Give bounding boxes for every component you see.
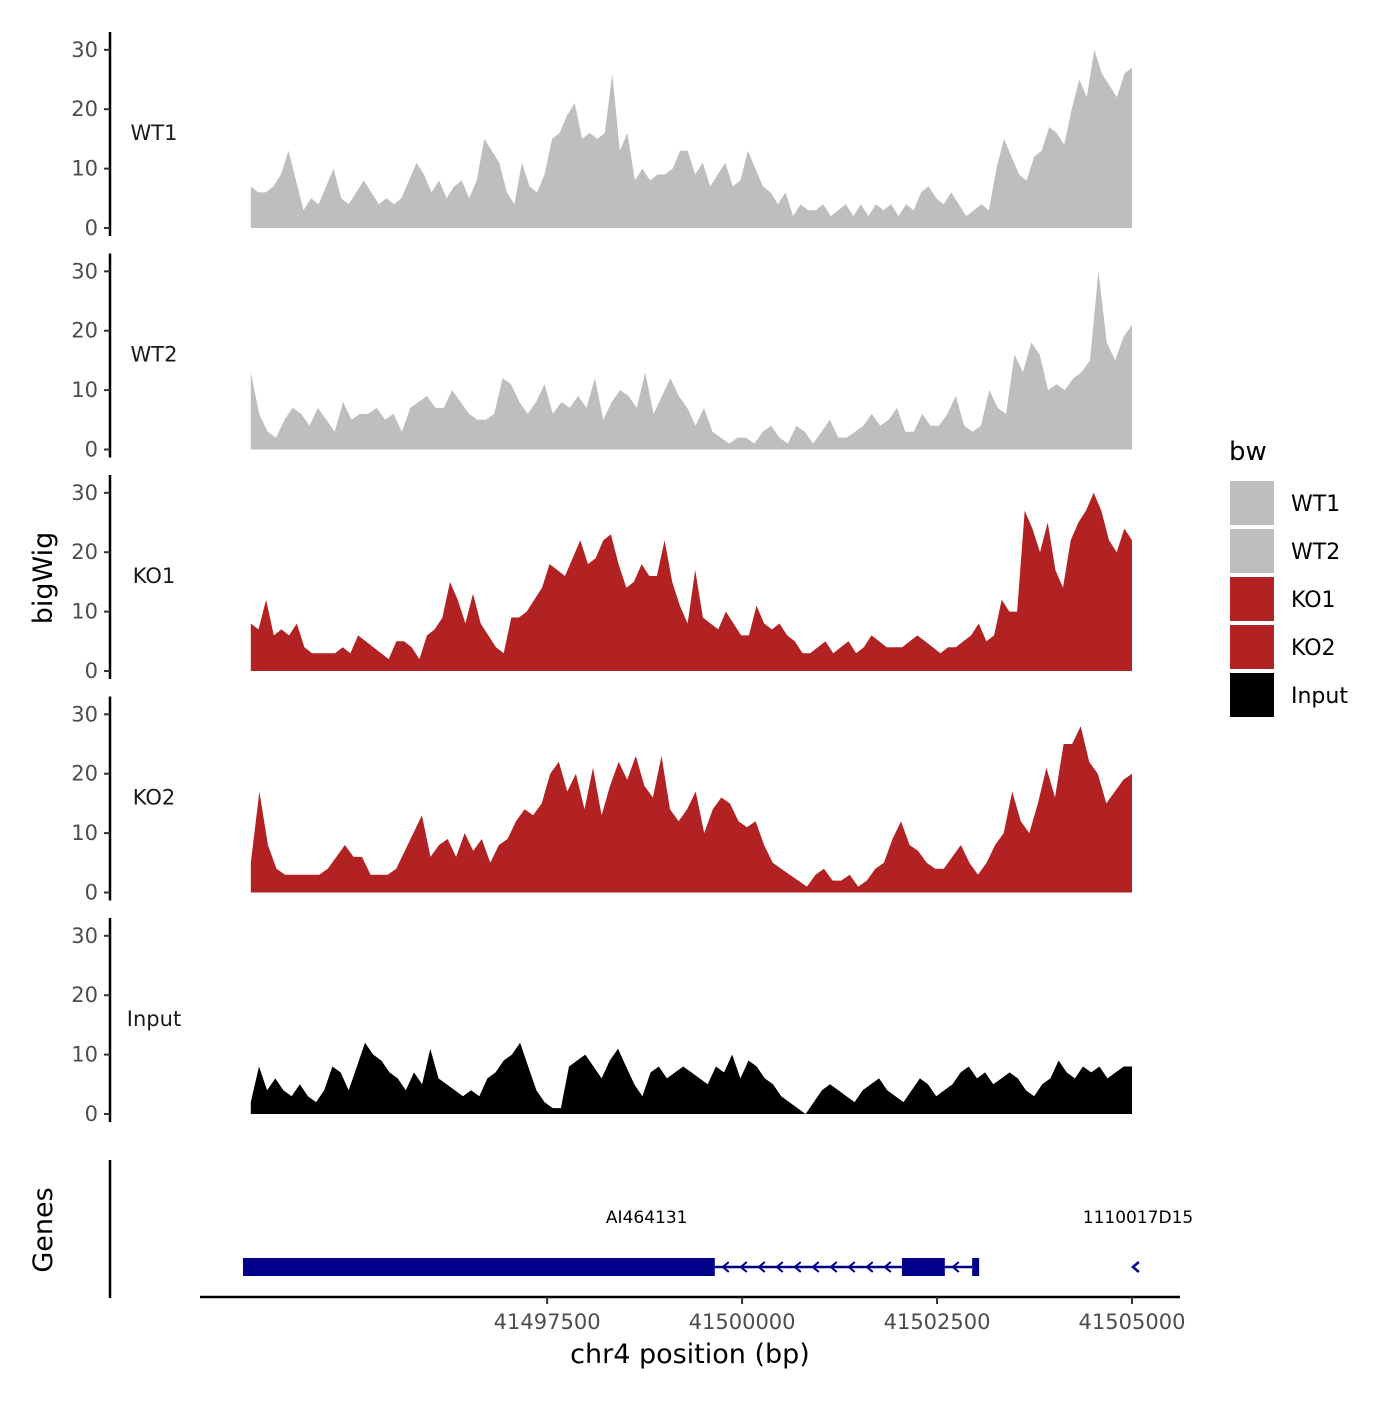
legend-label-wt1: WT1: [1291, 492, 1340, 517]
y-axis-title: bigWig: [28, 532, 59, 625]
y-tick-label: 0: [85, 216, 98, 240]
y-tick-label: 10: [71, 157, 98, 181]
y-tick-label: 20: [71, 319, 98, 343]
legend-label-ko1: KO1: [1291, 588, 1336, 613]
legend-label-ko2: KO2: [1291, 636, 1336, 661]
track-area-ko2: [250, 726, 1133, 893]
track-area-wt2: [250, 271, 1133, 450]
panel-label-input: Input: [127, 1007, 181, 1031]
panel-label-ko1: KO1: [133, 564, 176, 588]
y-tick-label: 10: [71, 821, 98, 845]
y-tick-label: 20: [71, 983, 98, 1007]
panel-label-wt2: WT2: [131, 342, 178, 366]
gene-strand-arrow: [951, 1261, 960, 1273]
gene-strand-arrow: [1130, 1261, 1140, 1273]
gene-exon: [243, 1258, 715, 1276]
legend-swatch-wt1: [1230, 481, 1274, 525]
y-tick-label: 0: [85, 881, 98, 905]
gene-label: 1110017D15: [1083, 1208, 1193, 1228]
gene-strand-arrow: [721, 1261, 730, 1273]
y-tick-label: 20: [71, 762, 98, 786]
y-tick-label: 30: [71, 481, 98, 505]
x-tick-label: 41505000: [1079, 1310, 1186, 1334]
x-tick-label: 41502500: [884, 1310, 991, 1334]
gene-strand-arrow: [739, 1261, 748, 1273]
gene-strand-arrow: [811, 1261, 820, 1273]
y-tick-label: 30: [71, 702, 98, 726]
y-tick-label: 20: [71, 97, 98, 121]
x-tick-label: 41497500: [494, 1310, 601, 1334]
gene-label: AI464131: [606, 1208, 688, 1228]
gene-strand-arrow: [775, 1261, 784, 1273]
legend-swatch-input: [1230, 673, 1274, 717]
track-area-input: [250, 1042, 1133, 1114]
y-tick-label: 0: [85, 1102, 98, 1126]
legend: bw WT1 WT2 KO1 KO2 Input: [1229, 437, 1348, 717]
gene-strand-arrow: [883, 1261, 892, 1273]
genes-track-title: Genes: [28, 1187, 59, 1272]
panel-label-ko2: KO2: [133, 785, 176, 809]
legend-label-wt2: WT2: [1291, 540, 1340, 565]
legend-title: bw: [1229, 437, 1267, 467]
y-tick-label: 10: [71, 600, 98, 624]
x-axis-title: chr4 position (bp): [570, 1339, 810, 1370]
legend-swatch-wt2: [1230, 529, 1274, 573]
y-tick-label: 30: [71, 259, 98, 283]
y-tick-label: 20: [71, 540, 98, 564]
gene-strand-arrow: [829, 1261, 838, 1273]
gene-exon: [972, 1258, 980, 1276]
y-tick-label: 30: [71, 924, 98, 948]
gene-strand-arrow: [793, 1261, 802, 1273]
y-tick-label: 30: [71, 38, 98, 62]
gene-strand-arrow: [865, 1261, 874, 1273]
y-tick-label: 10: [71, 378, 98, 402]
tracks-layer: WT1 WT2 KO1 KO2 Input: [127, 49, 1133, 1114]
legend-swatch-ko1: [1230, 577, 1274, 621]
track-area-ko1: [250, 492, 1133, 671]
gene-strand-arrow: [847, 1261, 856, 1273]
track-area-wt1: [250, 49, 1133, 228]
panel-label-wt1: WT1: [131, 121, 178, 145]
gene-exon: [901, 1258, 945, 1276]
axes-layer: 0 10 20 30 0 10 20 30 0 10 20 30 0 10 20 30 0 10 20 30 41497…: [71, 32, 1185, 1334]
gene-strand-arrow: [757, 1261, 766, 1273]
legend-label-input: Input: [1291, 684, 1348, 709]
genes-layer: AI464131 1110017D15: [243, 1208, 1193, 1276]
y-tick-label: 10: [71, 1043, 98, 1067]
y-tick-label: 0: [85, 659, 98, 683]
y-tick-label: 0: [85, 438, 98, 462]
legend-swatch-ko2: [1230, 625, 1274, 669]
x-tick-label: 41500000: [689, 1310, 796, 1334]
